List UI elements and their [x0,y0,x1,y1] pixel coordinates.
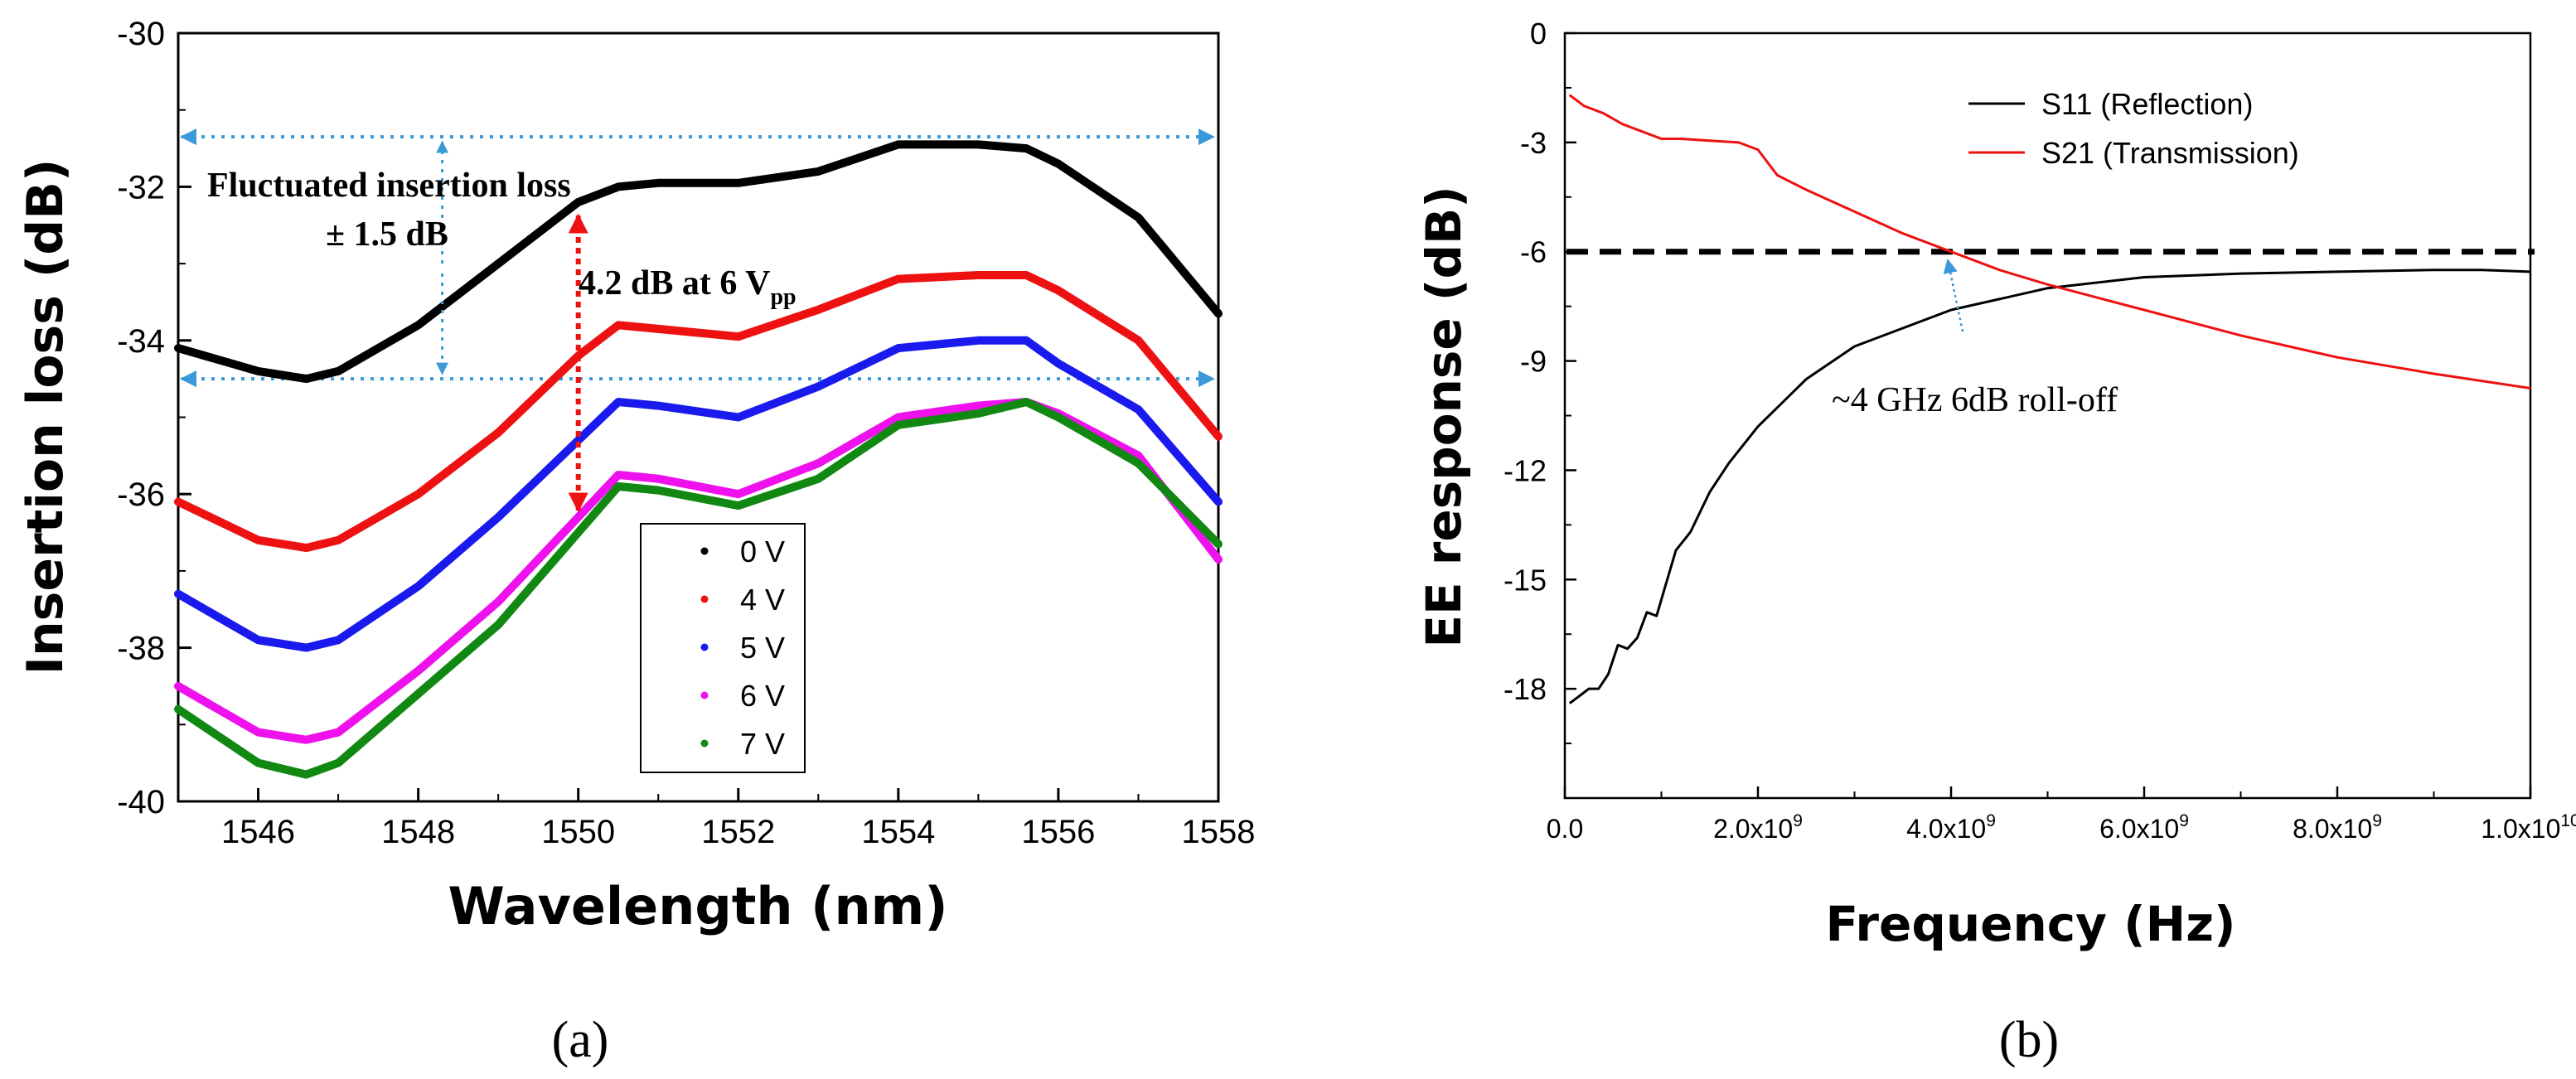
y-tick-label-a: -40 [117,784,165,820]
x-tick-base-b: 1.0x10 [2481,814,2560,844]
legend-marker-5v [700,643,709,651]
series-group-b [1568,94,2531,704]
x-tick-label-a: 1554 [861,814,935,850]
x-tick-base-b: 0.0 [1547,814,1583,844]
y-tick-label-b: -18 [1503,672,1547,706]
annotation-plus-minus: ± 1.5 dB [326,215,448,254]
series-line-s21 [1568,94,2531,390]
panel-label-b: (b) [1999,1012,2059,1068]
legend-a: 0 V 4 V 5 V 6 V 7 V [640,523,806,773]
y-ticks-b: 0 -3 -6 -9 -12 -15 -18 [1503,17,1576,745]
legend-marker-4v [700,595,709,603]
series-group-a [174,140,1223,779]
panel-b: 0-3-6-9-12-15-18 0.0 2.0x109 4.0x109 6.0x10… [1416,17,2576,1068]
legend-b: S11 (Reflection) S21 (Transmission) [1968,87,2299,170]
series-line-5v [174,336,1223,652]
x-tick-exponent-b: 9 [2179,811,2189,830]
legend-label-b: S21 (Transmission) [2041,136,2299,170]
x-tick-exponent-b: 9 [2372,811,2382,830]
rolloff-annotation: ~4 GHz 6dB roll-off [1832,381,2118,419]
panel-a: -40-38-36-34-32-30 1546 1548 1550 1552 1554 1… [17,16,1255,1068]
rolloff-arrow [1943,259,1964,332]
legend-box-a [640,523,806,773]
annotation-4p2db: 4.2 dB at 6 Vpp [579,264,797,310]
series-line-7v [174,398,1223,779]
x-ticks-a: 1546 1548 1550 1552 1554 1556 1558 [177,788,1256,850]
x-tick-base-b: 4.0x10 [1906,814,1986,844]
x-tick-exponent-b: 9 [1793,811,1803,830]
y-tick-label-b: -9 [1520,345,1547,379]
annotation-fluctuated: Fluctuated insertion loss [207,167,571,205]
x-tick-label-a: 1548 [381,814,455,850]
legend-label-a: 4 V [740,583,785,617]
series-line-s11 [1568,269,2531,704]
y-tick-label-a: -30 [117,16,165,52]
x-tick-label-a: 1558 [1182,814,1256,850]
x-tick-label-b: 8.0x109 [2293,811,2382,844]
annotation-4p2db-sub: pp [770,284,796,310]
y-axis-title-b: EE response (dB) [1416,186,1472,647]
legend-label-a: 6 V [740,679,785,713]
legend-label-a: 0 V [740,535,785,569]
x-tick-label-a: 1550 [541,814,615,850]
x-tick-label-a: 1552 [701,814,775,850]
x-tick-exponent-b: 10 [2560,811,2576,830]
annotation-4p2db-main: 4.2 dB at 6 V [579,264,770,302]
y-tick-label-a: -32 [117,169,165,206]
x-ticks-b: 0.0 2.0x109 4.0x109 6.0x109 8.0x109 1.0x1010 [1547,786,2576,844]
x-axis-title-a: Wavelength (nm) [448,876,947,936]
x-tick-base-b: 8.0x10 [2293,814,2372,844]
y-ticks-a: -40 -38 -36 -34 -32 -30 [117,16,191,820]
x-axis-title-b: Frequency (Hz) [1826,896,2236,952]
y-tick-label-b: 0 [1530,17,1547,51]
panel-label-a: (a) [552,1012,609,1068]
legend-label-a: 5 V [740,631,785,665]
legend-marker-0v [700,547,709,555]
x-tick-label-b: 6.0x109 [2099,811,2189,844]
x-tick-label-a: 1546 [221,814,295,850]
y-tick-label-a: -36 [117,477,165,513]
x-tick-label-a: 1556 [1021,814,1095,850]
y-tick-label-b: -6 [1520,235,1547,269]
x-tick-label-b: 0.0 [1547,814,1583,844]
legend-marker-7v [700,739,709,748]
y-tick-label-b: -3 [1520,126,1547,160]
x-tick-base-b: 6.0x10 [2099,814,2179,844]
x-tick-label-b: 1.0x1010 [2481,811,2576,844]
y-tick-label-a: -38 [117,631,165,667]
y-axis-title-a: Insertion loss (dB) [17,159,75,675]
x-tick-label-b: 4.0x109 [1906,811,1996,844]
y-tick-label-a: -34 [117,323,165,360]
x-tick-label-b: 2.0x109 [1713,811,1803,844]
legend-marker-6v [700,691,709,699]
x-tick-exponent-b: 9 [1986,811,1996,830]
y-tick-label-b: -15 [1503,563,1547,597]
x-tick-base-b: 2.0x10 [1713,814,1793,844]
legend-label-b: S11 (Reflection) [2041,87,2253,121]
series-line-4v [174,271,1223,553]
legend-label-a: 7 V [740,727,785,761]
y-tick-label-b: -12 [1503,453,1547,487]
series-line-0v [174,140,1223,384]
